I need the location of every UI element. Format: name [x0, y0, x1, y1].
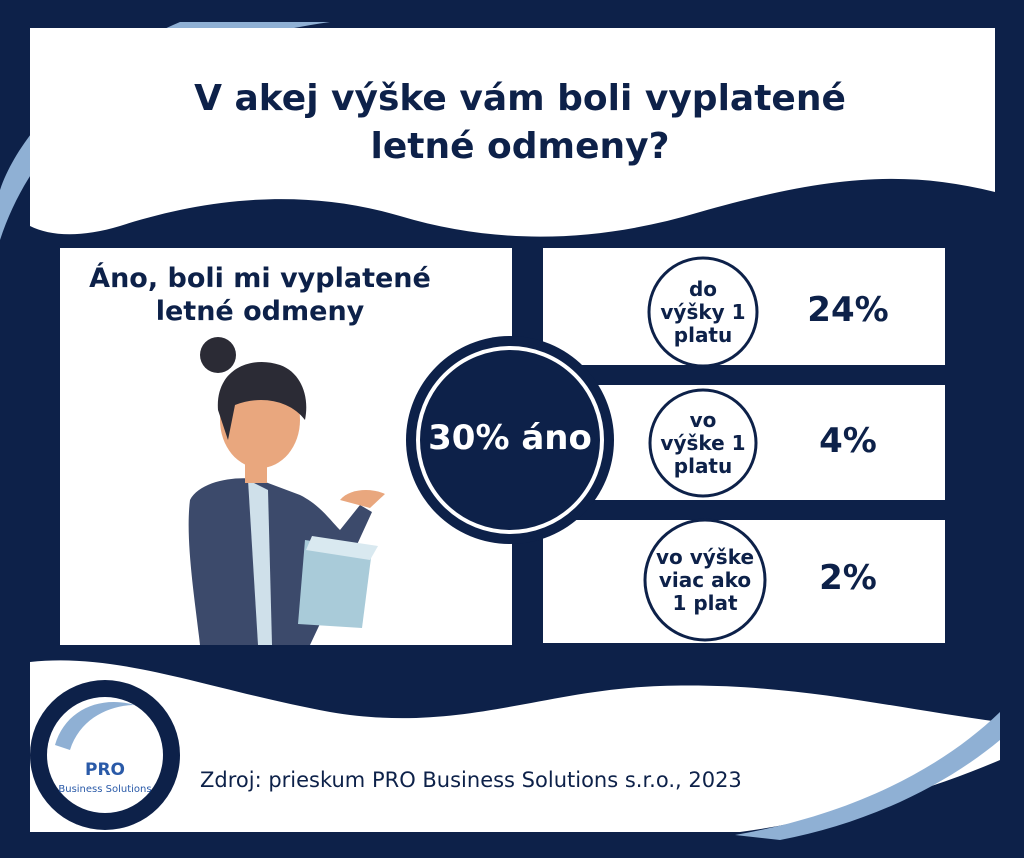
panel-heading: Áno, boli mi vyplatené letné odmeny — [89, 263, 431, 327]
illustration — [188, 337, 385, 645]
logo-disc — [47, 697, 163, 813]
center-ring — [416, 346, 604, 534]
title-area — [30, 28, 995, 237]
accent-stripe — [735, 712, 1000, 840]
row-value: 2% — [819, 558, 877, 598]
center-label: 30% áno — [428, 418, 592, 458]
logo-tagline: Business Solutions — [58, 784, 151, 795]
row-circle — [647, 256, 759, 368]
title: V akej výške vám boli vyplatené letné od… — [194, 78, 846, 167]
logo-brand: PRO — [85, 760, 125, 780]
source: Zdroj: prieskum PRO Business Solutions s… — [200, 768, 742, 792]
row-label: vo výške viac ako 1 plat — [655, 544, 755, 615]
center-circle — [406, 336, 614, 544]
footer-area — [30, 660, 1000, 832]
logo-arc — [55, 701, 135, 750]
row-label: do výšky 1 platu — [660, 276, 746, 347]
row-circle — [643, 518, 767, 642]
row-label: vo výške 1 platu — [660, 407, 746, 478]
row-circle — [648, 388, 758, 498]
row-value: 24% — [807, 290, 889, 330]
row-value: 4% — [819, 421, 877, 461]
